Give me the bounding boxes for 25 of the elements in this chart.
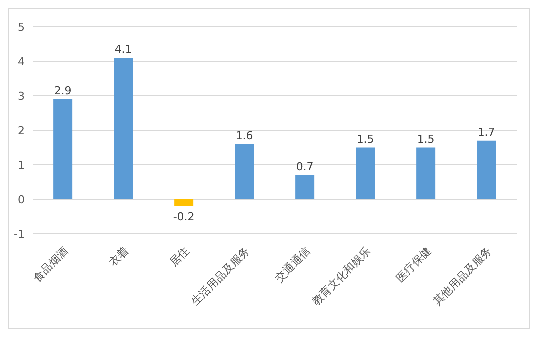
data-label: 1.5 bbox=[417, 132, 435, 146]
y-tick-label: 4 bbox=[18, 55, 25, 68]
y-tick-label: -1 bbox=[14, 228, 25, 241]
y-tick-label: 0 bbox=[18, 193, 25, 206]
data-label: 1.5 bbox=[356, 132, 374, 146]
bar bbox=[174, 200, 194, 206]
y-tick-label: 2 bbox=[18, 124, 25, 138]
data-label: 1.7 bbox=[478, 126, 496, 139]
x-tick-label: 食品烟酒 bbox=[30, 244, 72, 285]
data-label: 4.1 bbox=[114, 43, 132, 56]
bar bbox=[54, 99, 73, 200]
bar bbox=[235, 144, 254, 200]
data-label: 0.7 bbox=[296, 160, 314, 174]
y-tick-label: 1 bbox=[18, 158, 25, 172]
y-tick-label: 5 bbox=[18, 20, 25, 34]
y-tick-label: 3 bbox=[18, 90, 25, 103]
data-label: 1.6 bbox=[236, 129, 254, 142]
x-tick-label: 衣着 bbox=[106, 244, 132, 270]
bar bbox=[356, 148, 376, 200]
bar bbox=[416, 148, 436, 200]
bar bbox=[477, 140, 496, 200]
bar bbox=[296, 175, 315, 200]
bar bbox=[114, 58, 134, 200]
data-label: -0.2 bbox=[173, 210, 195, 224]
data-label: 2.9 bbox=[54, 84, 72, 98]
